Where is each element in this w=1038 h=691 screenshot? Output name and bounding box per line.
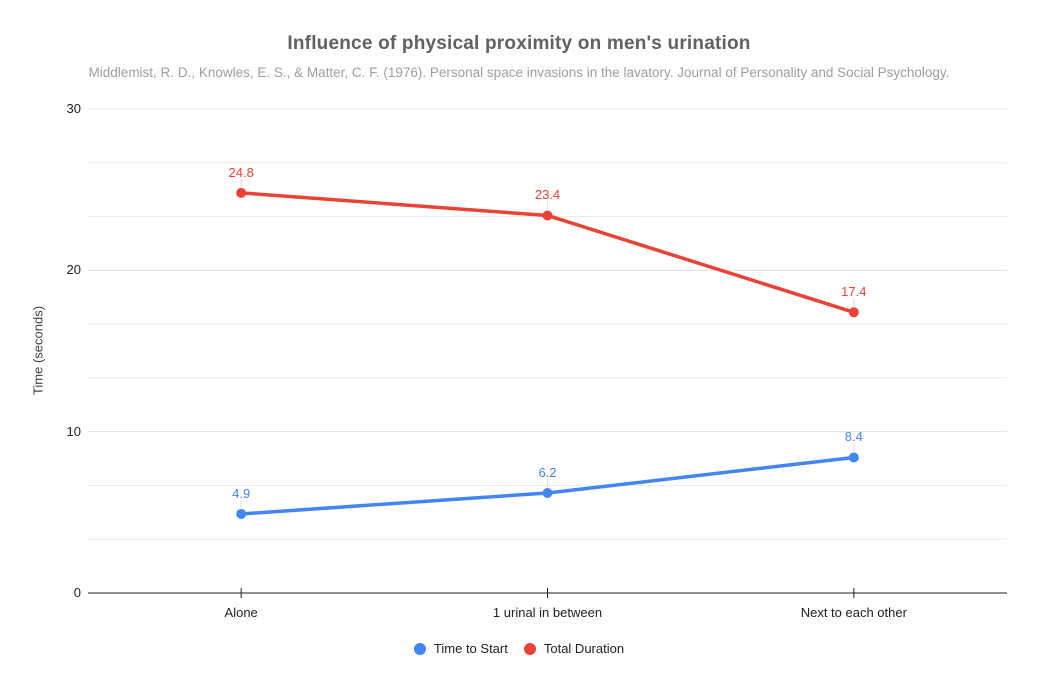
data-point-label: 17.4 — [841, 284, 867, 300]
data-point[interactable] — [848, 452, 859, 463]
data-point[interactable] — [236, 508, 247, 519]
x-category-label: Next to each other — [800, 605, 907, 620]
legend: Time to Start Total Duration — [0, 641, 1038, 656]
legend-item[interactable]: Total Duration — [523, 641, 625, 656]
legend-label: Total Duration — [543, 641, 625, 656]
y-tick-label: 30 — [66, 101, 81, 116]
x-category-label: Alone — [224, 605, 258, 620]
chart-title: Influence of physical proximity on men's… — [287, 33, 751, 54]
data-point[interactable] — [848, 307, 859, 318]
x-category-label: 1 urinal in between — [492, 605, 603, 620]
data-point-label: 23.4 — [534, 187, 561, 203]
legend-label: Time to Start — [433, 641, 508, 656]
legend-swatch-icon — [523, 642, 536, 655]
data-point[interactable] — [542, 210, 553, 221]
data-point-label: 4.9 — [232, 485, 251, 501]
y-tick-label: 0 — [73, 585, 81, 600]
chart-subtitle: Middlemist, R. D., Knowles, E. S., & Mat… — [88, 65, 950, 80]
data-point-label: 6.2 — [538, 464, 557, 480]
y-tick-label: 20 — [66, 262, 81, 278]
data-point[interactable] — [542, 487, 553, 498]
y-tick-label: 10 — [66, 423, 81, 439]
data-point[interactable] — [236, 187, 247, 198]
data-point-label: 8.4 — [844, 429, 863, 445]
legend-item[interactable]: Time to Start — [413, 641, 508, 656]
legend-swatch-icon — [413, 642, 426, 655]
data-point-label: 24.8 — [228, 164, 254, 180]
